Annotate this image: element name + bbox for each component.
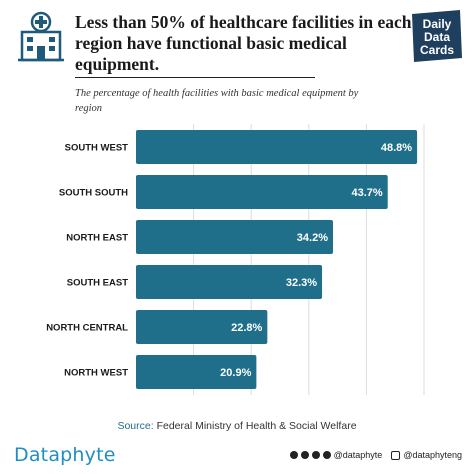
value-label: 22.8%	[231, 322, 262, 334]
bar	[136, 220, 333, 254]
brand-logo-line-2: Data	[424, 30, 450, 44]
dataphyte-logo: Dataphyte	[14, 444, 116, 466]
chart-subtitle: The percentage of health facilities with…	[75, 88, 359, 114]
bar	[136, 130, 418, 164]
category-label: NORTH WEST	[64, 368, 128, 379]
facebook-icon[interactable]	[289, 451, 298, 459]
social-handle-1[interactable]: @dataphyte	[333, 450, 383, 460]
title-divider	[75, 77, 315, 78]
category-label: SOUTH SOUTH	[59, 188, 128, 199]
bar-chart: SOUTH WEST 48.8% SOUTH SOUTH 43.7% NORTH EAS…	[46, 124, 425, 395]
category-label: SOUTH WEST	[65, 143, 129, 154]
brand-logo-line-3: Cards	[420, 43, 454, 57]
bar	[136, 310, 268, 344]
category-label: NORTH EAST	[66, 233, 128, 244]
value-label: 43.7%	[352, 187, 383, 199]
value-label: 48.8%	[381, 142, 412, 154]
bar	[136, 265, 323, 299]
source-label: Source:	[117, 420, 154, 432]
value-label: 34.2%	[297, 232, 328, 244]
source-text: Federal Ministry of Health & Social Welf…	[156, 420, 357, 432]
brand-logo-line-1: Daily	[423, 17, 452, 31]
hospital-icon	[16, 10, 66, 69]
value-label: 20.9%	[220, 367, 251, 379]
category-label: SOUTH EAST	[67, 278, 128, 289]
instagram-icon[interactable]	[391, 450, 401, 460]
youtube-icon[interactable]	[322, 451, 331, 459]
bar	[136, 355, 257, 389]
daily-data-cards-logo: Daily Data Cards	[408, 8, 464, 64]
bar	[136, 175, 388, 209]
twitter-icon[interactable]	[311, 451, 320, 459]
social-handle-2[interactable]: @dataphyteng	[403, 450, 462, 460]
category-label: NORTH CENTRAL	[46, 323, 128, 334]
instagram-icon-small[interactable]	[300, 451, 309, 459]
chart-title: Less than 50% of healthcare facilities i…	[75, 12, 412, 74]
social-handles: @dataphyte @dataphyteng	[289, 450, 462, 460]
value-label: 32.3%	[286, 277, 317, 289]
source-note: Source: Federal Ministry of Health & Soc…	[0, 420, 474, 432]
